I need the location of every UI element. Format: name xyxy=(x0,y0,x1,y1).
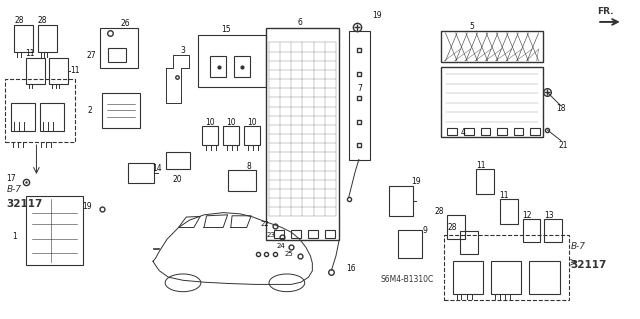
Bar xyxy=(308,230,317,238)
Text: B-7: B-7 xyxy=(570,242,586,251)
Bar xyxy=(444,235,568,300)
Bar xyxy=(447,128,457,135)
Bar xyxy=(211,56,227,77)
Bar xyxy=(244,126,260,145)
Text: S6M4-B1310C: S6M4-B1310C xyxy=(381,275,434,284)
Text: FR.: FR. xyxy=(597,7,614,16)
Bar xyxy=(523,219,540,242)
Text: 32117: 32117 xyxy=(6,199,43,209)
Text: 28: 28 xyxy=(447,223,457,232)
Bar xyxy=(514,128,524,135)
Bar xyxy=(447,215,465,239)
Text: 28: 28 xyxy=(14,16,24,25)
Text: 26: 26 xyxy=(121,19,131,28)
Text: 10: 10 xyxy=(226,118,236,127)
Bar xyxy=(14,25,33,52)
Bar xyxy=(497,128,507,135)
Text: 11: 11 xyxy=(26,49,35,58)
Bar xyxy=(464,128,474,135)
Text: 20: 20 xyxy=(172,174,182,184)
Bar xyxy=(234,56,250,77)
Bar xyxy=(389,186,413,216)
Text: 4: 4 xyxy=(460,128,465,137)
Text: 18: 18 xyxy=(556,104,566,113)
Text: 8: 8 xyxy=(246,162,251,171)
Bar xyxy=(291,230,301,238)
Text: 6: 6 xyxy=(297,19,302,27)
Bar xyxy=(166,152,190,169)
Bar xyxy=(26,196,83,265)
Text: 14: 14 xyxy=(153,164,163,173)
Text: 3: 3 xyxy=(180,46,186,55)
Bar xyxy=(500,199,518,224)
Text: 19: 19 xyxy=(372,11,382,20)
Text: 9: 9 xyxy=(422,226,427,235)
Bar xyxy=(11,103,35,131)
Bar xyxy=(102,93,140,128)
Bar xyxy=(441,31,543,62)
Text: 19: 19 xyxy=(83,202,92,211)
Bar xyxy=(476,169,494,194)
Bar xyxy=(108,48,126,62)
Bar xyxy=(202,126,218,145)
Text: 1: 1 xyxy=(13,232,17,241)
Text: 24: 24 xyxy=(276,243,285,249)
Text: 10: 10 xyxy=(205,118,214,127)
Text: 5: 5 xyxy=(469,22,474,31)
Text: 28: 28 xyxy=(38,16,47,25)
Text: 13: 13 xyxy=(544,211,554,220)
Bar xyxy=(198,34,266,87)
Bar xyxy=(397,230,422,258)
Bar xyxy=(452,261,483,294)
Bar xyxy=(228,170,256,191)
Bar xyxy=(38,25,57,52)
Bar xyxy=(531,128,540,135)
Bar xyxy=(4,79,75,142)
Text: B-7: B-7 xyxy=(6,185,22,194)
Bar xyxy=(481,128,490,135)
Bar xyxy=(544,219,562,242)
Text: 7: 7 xyxy=(358,84,363,93)
Bar xyxy=(100,28,138,68)
Text: 17: 17 xyxy=(6,174,15,183)
Bar xyxy=(49,58,68,84)
Bar xyxy=(127,163,154,183)
Text: 19: 19 xyxy=(411,177,420,186)
Bar xyxy=(223,126,239,145)
Text: 15: 15 xyxy=(221,25,230,34)
Text: 27: 27 xyxy=(86,51,96,60)
Text: 10: 10 xyxy=(247,118,257,127)
Text: 16: 16 xyxy=(346,264,355,273)
Text: 28: 28 xyxy=(435,207,444,216)
Text: 22: 22 xyxy=(260,221,269,227)
Bar xyxy=(529,261,559,294)
Bar xyxy=(441,67,543,137)
Text: 12: 12 xyxy=(523,211,532,220)
Bar xyxy=(460,231,478,254)
Text: 21: 21 xyxy=(559,141,568,150)
Bar xyxy=(274,230,284,238)
Text: 11: 11 xyxy=(476,161,486,170)
Bar xyxy=(491,261,522,294)
Bar xyxy=(26,58,45,84)
Bar xyxy=(40,103,64,131)
Text: 32117: 32117 xyxy=(570,260,607,271)
Bar xyxy=(325,230,335,238)
Text: 2: 2 xyxy=(88,106,93,115)
Text: 23: 23 xyxy=(266,233,275,238)
Text: 11: 11 xyxy=(70,66,80,76)
Text: 11: 11 xyxy=(500,191,509,200)
Bar xyxy=(266,28,339,240)
Bar xyxy=(349,32,370,160)
Text: 25: 25 xyxy=(285,251,293,257)
